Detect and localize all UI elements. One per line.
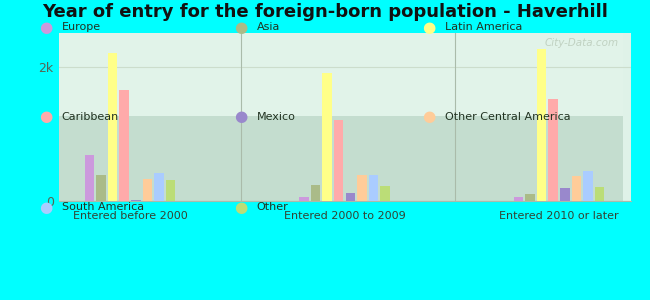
Text: Other: Other [257,202,289,212]
Bar [322,73,332,201]
Bar [583,171,593,201]
Text: ●: ● [234,200,247,214]
Text: Asia: Asia [257,22,280,32]
Text: ●: ● [234,20,247,34]
Text: ●: ● [39,20,52,34]
Bar [514,197,523,201]
Bar [525,194,535,201]
Bar [560,188,569,201]
Text: ●: ● [39,110,52,124]
Bar [334,120,343,201]
Bar [549,99,558,201]
Bar [346,193,355,201]
Text: Caribbean: Caribbean [62,112,119,122]
Bar [380,185,390,201]
Bar [166,180,176,201]
Text: ●: ● [234,110,247,124]
Bar [154,173,164,201]
Text: Year of entry for the foreign-born population - Haverhill: Year of entry for the foreign-born popul… [42,3,608,21]
Bar [357,176,367,201]
Bar [369,175,378,201]
Bar [571,176,581,201]
Text: Other Central America: Other Central America [445,112,571,122]
Bar [120,90,129,201]
Bar [299,197,309,201]
Bar [537,49,547,201]
Bar [142,179,152,201]
Text: Europe: Europe [62,22,101,32]
Text: Latin America: Latin America [445,22,523,32]
Text: South America: South America [62,202,144,212]
Bar [311,185,320,201]
Bar [108,53,118,201]
Bar [96,176,106,201]
Text: ●: ● [39,200,52,214]
Text: Mexico: Mexico [257,112,296,122]
Bar [595,187,604,201]
Text: City-Data.com: City-Data.com [545,38,619,48]
Bar [131,200,140,201]
Text: ●: ● [422,20,436,34]
Text: ●: ● [422,110,436,124]
Bar [84,155,94,201]
